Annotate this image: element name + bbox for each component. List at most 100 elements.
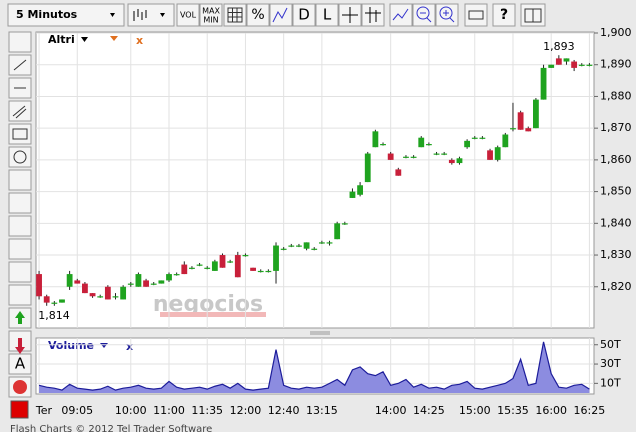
down-icon <box>15 338 25 354</box>
volume-line <box>38 341 590 391</box>
print-icon <box>468 10 484 20</box>
price-legend-close[interactable]: x <box>136 34 143 47</box>
x-tick-label: 09:05 <box>61 404 93 417</box>
compare-icon <box>272 7 288 23</box>
zoom-out-icon <box>416 6 430 20</box>
zoom-in-icon <box>439 6 453 20</box>
percent-label: % <box>251 7 264 23</box>
y-tick-label: 30T <box>600 357 621 370</box>
l-button[interactable] <box>315 3 339 27</box>
candle-body <box>311 248 318 250</box>
d-button[interactable] <box>292 3 316 27</box>
interval-select[interactable] <box>7 3 125 27</box>
tool-fibo2[interactable] <box>8 215 32 237</box>
splitter[interactable] <box>36 329 594 337</box>
dropdown-arrow <box>110 13 115 17</box>
tool-hand[interactable] <box>8 31 32 53</box>
candle-body <box>349 191 356 198</box>
candle-body <box>219 255 226 268</box>
candle-body <box>395 169 402 176</box>
x-tick-label: 12:40 <box>268 404 300 417</box>
candle-body <box>487 150 493 160</box>
candle-body <box>150 283 157 285</box>
candle-body <box>181 264 188 275</box>
candle-body <box>510 128 516 130</box>
volume-legend-close[interactable]: x <box>126 340 133 353</box>
y-tick-label: 50T <box>600 338 621 351</box>
candle-body <box>127 283 134 285</box>
x-tick-label: 16:25 <box>574 404 606 417</box>
tool-channel[interactable] <box>8 100 32 122</box>
tool-fan[interactable] <box>8 169 32 191</box>
candle-body <box>112 296 119 298</box>
y-tick-label: 1,900 <box>600 26 632 39</box>
grid-icon <box>227 7 243 23</box>
color-picker[interactable] <box>10 400 29 419</box>
crosshair2-button[interactable] <box>361 3 385 27</box>
print-button[interactable] <box>464 3 488 27</box>
candle-body <box>59 299 65 303</box>
watermark-bar <box>160 312 266 317</box>
dropdown-arrow <box>160 13 165 17</box>
candle-body <box>265 270 272 273</box>
candle-body <box>303 242 310 249</box>
x-tick-label: 14:25 <box>413 404 445 417</box>
candle-body <box>533 99 539 129</box>
zoom-fit-button[interactable] <box>389 3 413 27</box>
maxmin-button[interactable] <box>199 3 223 27</box>
candle-body <box>334 223 341 240</box>
candle-body <box>74 280 81 284</box>
grid-button[interactable] <box>223 3 247 27</box>
candle-body <box>517 112 524 130</box>
tool-icon <box>12 128 28 140</box>
tool-arc[interactable] <box>8 238 32 260</box>
tool-icon <box>13 150 27 164</box>
candle-body <box>494 147 501 160</box>
candle-body <box>66 274 73 287</box>
candle-body <box>97 296 104 298</box>
tool-fibo[interactable] <box>8 192 32 214</box>
crosshair-icon <box>342 7 358 23</box>
candle-body <box>273 245 279 271</box>
up-icon <box>15 311 25 324</box>
candle-body <box>51 302 58 304</box>
candle-body <box>479 137 486 139</box>
tool-circle[interactable] <box>8 146 32 168</box>
candle-body <box>403 156 409 158</box>
candle-body <box>173 274 180 276</box>
candle-body <box>104 286 111 300</box>
y-tick-label: 1,850 <box>600 185 632 198</box>
candle-body <box>502 134 509 148</box>
candle-body <box>456 158 463 164</box>
candle-body <box>227 261 234 263</box>
splitter-grip <box>310 331 330 335</box>
tool-rect[interactable] <box>8 123 32 145</box>
candle-body <box>555 58 562 65</box>
zoom-in-icon <box>443 10 455 23</box>
candle-body <box>586 64 593 66</box>
vol-button[interactable] <box>176 3 200 27</box>
volume-area <box>39 341 590 393</box>
x-tick-label: 10:00 <box>115 404 147 417</box>
candle-body <box>204 267 211 269</box>
candle-body <box>418 137 425 148</box>
d-label: D <box>298 6 310 24</box>
x-tick-label: 13:15 <box>306 404 338 417</box>
interval-label: 5 Minutos <box>16 8 78 21</box>
candle-body <box>571 61 578 68</box>
tool-parallel[interactable] <box>8 261 32 283</box>
candle-icon <box>133 9 147 21</box>
candle-body <box>410 156 417 158</box>
candle-body <box>189 267 195 269</box>
extreme-label: 1,814 <box>38 309 70 322</box>
chart-type-select[interactable] <box>127 3 175 27</box>
candle-body <box>425 144 432 146</box>
help-button[interactable] <box>492 3 516 27</box>
y-tick-label: 1,830 <box>600 248 632 261</box>
y-tick-label: 1,840 <box>600 216 632 229</box>
price-legend: Altri <box>48 33 75 46</box>
compare-button[interactable] <box>269 3 293 27</box>
percent-button[interactable] <box>246 3 270 27</box>
candle-body <box>242 255 249 257</box>
tool-s[interactable] <box>8 284 32 306</box>
